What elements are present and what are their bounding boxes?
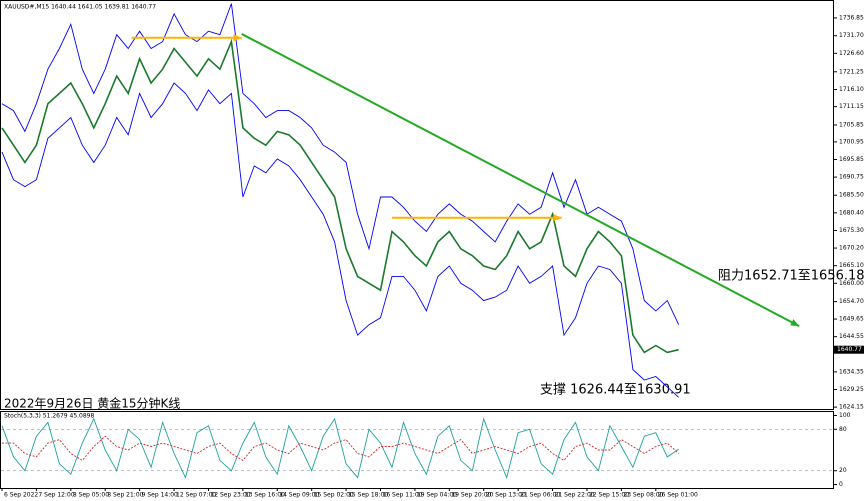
price-box bbox=[834, 345, 864, 354]
price-label: 1640.77 bbox=[837, 346, 862, 353]
y-tick-label: 1629.25 bbox=[839, 386, 864, 393]
y-tick-label: 1711.15 bbox=[839, 103, 864, 110]
x-tick-label: 7 Sep 12:00 bbox=[38, 492, 74, 499]
y-tick-label: 1665.10 bbox=[839, 262, 864, 269]
x-tick-label: 8 Sep 21:00 bbox=[107, 492, 143, 499]
arrow-head bbox=[790, 319, 800, 327]
y-tick-label: 20 bbox=[839, 467, 847, 474]
resistance-note: 阻力1652.71至1656.18 bbox=[718, 269, 865, 284]
y-tick-label: 1644.55 bbox=[839, 333, 864, 340]
y-tick-label: 1731.70 bbox=[839, 32, 864, 39]
series-line bbox=[2, 435, 680, 461]
support-note: 支撑 1626.44至1630.91 bbox=[540, 383, 691, 398]
x-tick-label: 12 Sep 07:00 bbox=[176, 492, 216, 499]
y-tick-label: 1624.15 bbox=[839, 404, 864, 411]
stoch-title: Stoch(5,3,3) 51.2679 45.0898 bbox=[4, 413, 95, 420]
price-panel bbox=[0, 0, 834, 410]
x-tick-label: 6 Sep 2022 bbox=[4, 492, 38, 499]
y-tick-label: 1680.40 bbox=[839, 209, 864, 216]
header: XAUUSD#,M15 1640.44 1641.05 1639.81 1640… bbox=[4, 4, 156, 11]
x-tick-label: 9 Sep 14:00 bbox=[142, 492, 178, 499]
x-tick-label: 23 Sep 08:00 bbox=[623, 492, 663, 499]
x-tick-label: 12 Sep 23:00 bbox=[210, 492, 250, 499]
y-tick-label: 1690.75 bbox=[839, 174, 864, 181]
y-tick-label: 1649.65 bbox=[839, 316, 864, 323]
arrow-head bbox=[233, 34, 242, 42]
y-tick-label: 100 bbox=[839, 412, 851, 419]
y-tick-label: 1705.85 bbox=[839, 121, 864, 128]
arrow-head bbox=[553, 214, 562, 222]
x-tick-label: 16 Sep 11:00 bbox=[383, 492, 423, 499]
x-tick-label: 21 Sep 22:00 bbox=[555, 492, 595, 499]
y-tick-label: 1721.25 bbox=[839, 68, 864, 75]
y-tick-label: 1700.95 bbox=[839, 138, 864, 145]
x-tick-label: 19 Sep 20:00 bbox=[451, 492, 491, 499]
y-tick-label: 1660.00 bbox=[839, 280, 864, 287]
x-tick-label: 20 Sep 13:00 bbox=[486, 492, 526, 499]
y-tick-label: 1736.85 bbox=[839, 14, 864, 21]
y-tick-label: 1695.85 bbox=[839, 156, 864, 163]
series-line bbox=[1, 38, 679, 354]
annotation-line bbox=[241, 33, 800, 328]
y-tick-label: 0 bbox=[839, 481, 843, 488]
x-tick-label: 19 Sep 04:00 bbox=[417, 492, 457, 499]
series-line bbox=[1, 3, 680, 325]
y-tick-label: 1675.30 bbox=[839, 227, 864, 234]
y-tick-label: 1654.70 bbox=[839, 298, 864, 305]
x-tick-label: 21 Sep 06:00 bbox=[520, 492, 560, 499]
x-tick-label: 14 Sep 09:00 bbox=[279, 492, 319, 499]
y-tick-label: 1670.20 bbox=[839, 245, 864, 252]
stoch-panel bbox=[0, 411, 834, 489]
x-tick-label: 26 Sep 01:00 bbox=[658, 492, 698, 499]
y-tick-label: 80 bbox=[839, 426, 847, 433]
x-tick-label: 15 Sep 02:00 bbox=[314, 492, 354, 499]
series-line bbox=[1, 82, 680, 398]
x-tick-label: 22 Sep 15:00 bbox=[589, 492, 629, 499]
x-tick-label: 15 Sep 18:00 bbox=[348, 492, 388, 499]
y-tick-label: 1716.10 bbox=[839, 86, 864, 93]
x-tick-label: 8 Sep 05:00 bbox=[73, 492, 109, 499]
chart-title: 2022年9月26日 黄金15分钟K线 bbox=[4, 396, 180, 411]
x-tick-label: 13 Sep 16:00 bbox=[245, 492, 285, 499]
y-tick-label: 1726.60 bbox=[839, 50, 864, 57]
y-tick-label: 1634.35 bbox=[839, 368, 864, 375]
y-tick-label: 1685.50 bbox=[839, 192, 864, 199]
